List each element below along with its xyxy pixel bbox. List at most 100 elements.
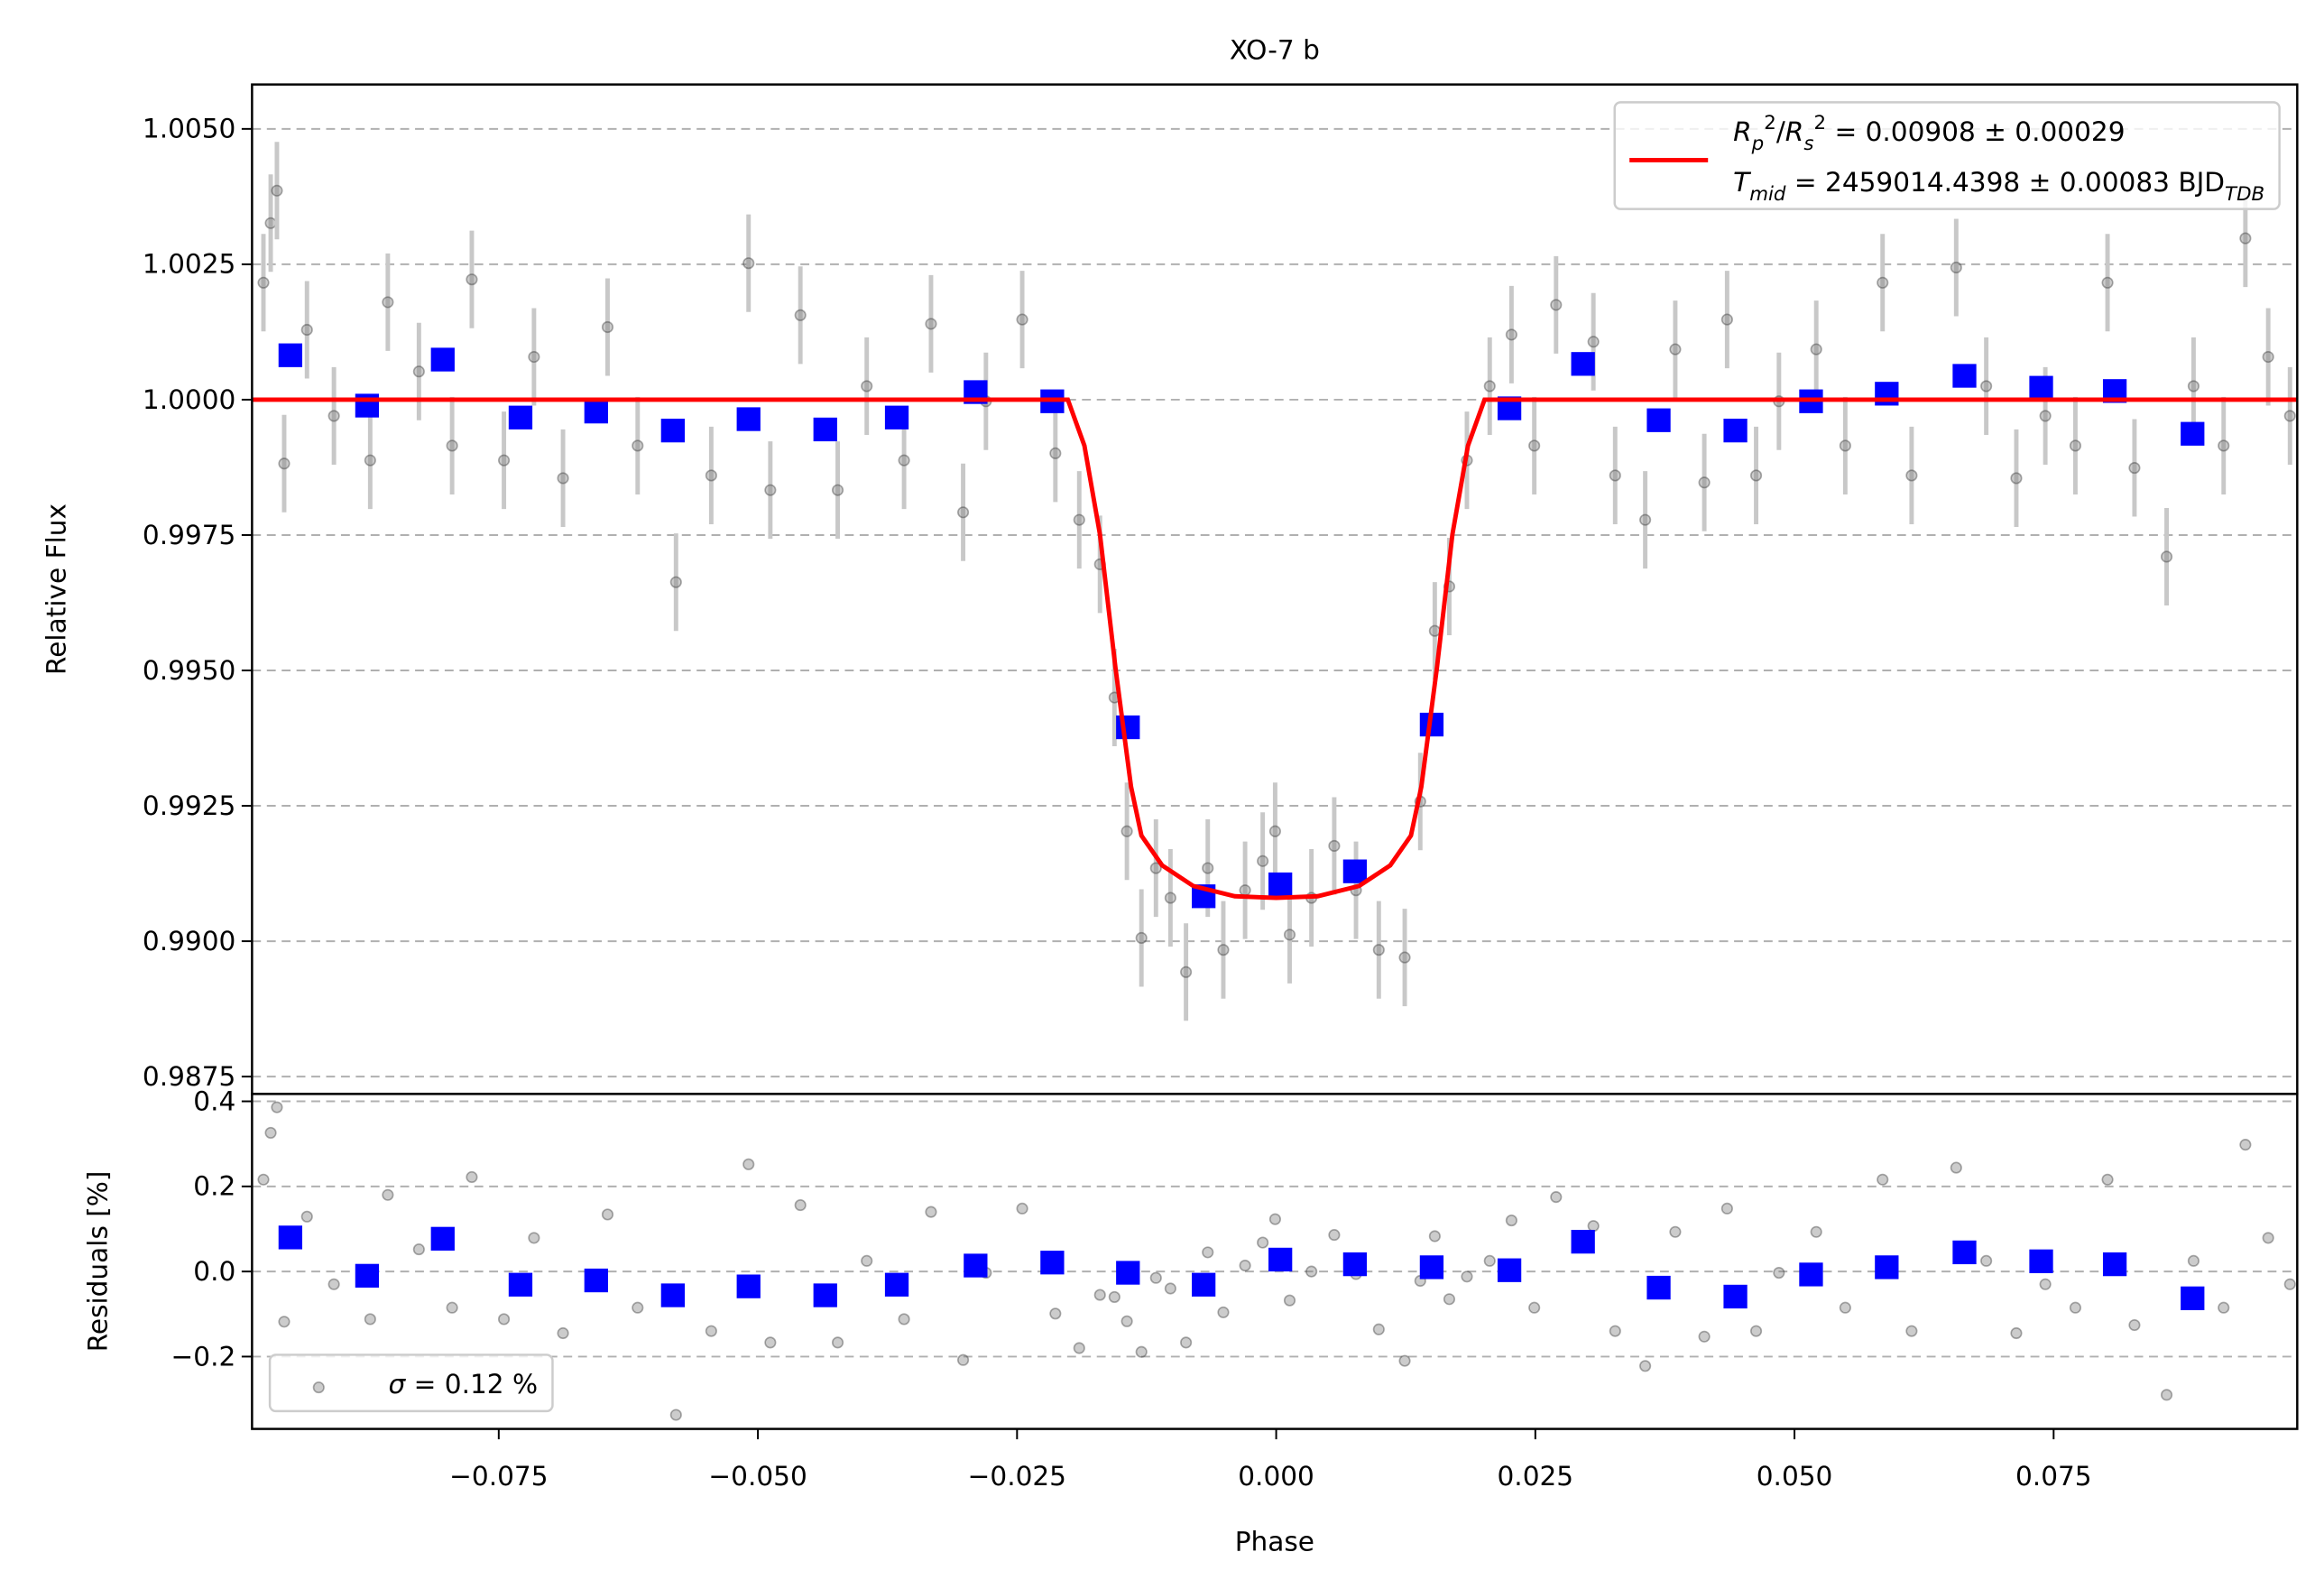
- binned-point: [1571, 1229, 1595, 1254]
- binned-point: [2029, 1249, 2053, 1273]
- legend-text-part: = 0.00908 ± 0.00029: [1826, 116, 2125, 147]
- data-point: [382, 1188, 394, 1201]
- binned-point: [1342, 1252, 1368, 1277]
- binned-point: [2102, 1252, 2127, 1277]
- legend-text-part: mid: [1749, 183, 1786, 206]
- data-point: [2039, 1278, 2052, 1290]
- data-point: [1073, 513, 1085, 526]
- data-point: [705, 469, 717, 482]
- binned-point: [508, 1272, 533, 1297]
- data-point: [1749, 469, 1763, 482]
- binned-point: [1419, 1255, 1444, 1280]
- data-point: [1483, 380, 1496, 393]
- data-point: [300, 323, 313, 337]
- binned-point: [584, 399, 608, 424]
- binned-point: [660, 418, 685, 443]
- data-point: [1669, 1225, 1682, 1238]
- y-tick-label: 1.0050: [143, 114, 235, 144]
- data-point: [264, 217, 277, 229]
- data-point: [957, 506, 970, 519]
- data-point: [1528, 439, 1541, 452]
- data-point: [861, 380, 873, 393]
- data-point: [557, 1326, 569, 1340]
- data-point: [1257, 855, 1269, 867]
- data-point: [2039, 410, 2052, 422]
- data-point: [1587, 1220, 1600, 1233]
- data-point: [2187, 1254, 2200, 1267]
- data-point: [1950, 261, 1962, 274]
- binned-point: [1191, 1272, 1216, 1297]
- data-point: [1283, 1294, 1296, 1307]
- data-point: [2069, 439, 2082, 452]
- legend-label: σ = 0.12 %: [388, 1369, 538, 1400]
- data-point: [1443, 1293, 1456, 1306]
- plot-area: [257, 1101, 2296, 1421]
- data-point: [925, 318, 937, 330]
- data-point: [831, 484, 844, 496]
- data-point: [1749, 1325, 1763, 1337]
- data-point: [1305, 1265, 1318, 1278]
- binned-point: [278, 1225, 303, 1250]
- data-point: [742, 1158, 755, 1170]
- legend-box: [268, 1353, 554, 1413]
- binned-point: [884, 405, 909, 430]
- data-point: [2262, 1232, 2274, 1244]
- data-point: [1839, 439, 1851, 452]
- binned-point: [1723, 1284, 1748, 1309]
- data-point: [466, 1170, 478, 1184]
- data-point: [327, 1278, 340, 1290]
- binned-point: [1875, 382, 1899, 406]
- data-point: [601, 1208, 614, 1221]
- data-point: [300, 1210, 313, 1223]
- data-point: [257, 1173, 270, 1186]
- y-tick-label: 0.9975: [143, 520, 235, 550]
- data-point: [1720, 313, 1733, 326]
- data-point: [632, 1301, 644, 1314]
- data-point: [1093, 1289, 1106, 1301]
- data-point: [1905, 469, 1918, 482]
- data-point: [1016, 313, 1028, 326]
- binned-point: [1799, 1262, 1823, 1287]
- y-tick-label: 0.4: [193, 1086, 235, 1116]
- legend-text-part: 2: [1813, 112, 1826, 134]
- binned-point: [660, 1283, 685, 1307]
- data-point: [2218, 1301, 2230, 1314]
- data-point: [1669, 343, 1682, 356]
- binned-point: [964, 1253, 988, 1278]
- binned-point: [430, 1226, 455, 1251]
- data-point: [669, 1409, 682, 1421]
- data-point: [1120, 825, 1133, 837]
- binned-point: [1875, 1255, 1899, 1280]
- x-tick-label: 0.025: [1498, 1461, 1574, 1492]
- axes-frame: [251, 1093, 2299, 1430]
- legend-swatch: [312, 1381, 325, 1394]
- data-point: [2128, 1318, 2141, 1332]
- legend-text-part: σ: [388, 1369, 406, 1400]
- data-point: [1609, 1325, 1621, 1337]
- legend-text-part: /: [1776, 116, 1785, 147]
- data-point: [264, 1126, 277, 1139]
- data-point: [764, 484, 777, 496]
- data-point: [1698, 476, 1711, 489]
- binned-point: [1952, 364, 1977, 388]
- data-point: [1587, 336, 1600, 348]
- binned-point: [1646, 408, 1671, 432]
- data-point: [1877, 276, 1889, 289]
- data-point: [498, 454, 511, 467]
- x-tick-label: −0.025: [968, 1461, 1066, 1492]
- data-point: [2239, 1139, 2252, 1151]
- data-point: [412, 365, 425, 378]
- data-point: [898, 454, 910, 467]
- binned-point: [1723, 418, 1748, 443]
- data-point: [528, 1232, 540, 1244]
- legend-box: [1613, 101, 2281, 210]
- legend-text-part: p: [1751, 133, 1765, 155]
- legend-text-part: 2: [1764, 112, 1776, 134]
- data-point: [957, 1353, 970, 1366]
- data-point: [1149, 862, 1162, 874]
- legend-text-part: s: [1803, 133, 1813, 155]
- binned-point: [508, 405, 533, 430]
- binned-point: [736, 407, 761, 431]
- data-point: [278, 1316, 290, 1328]
